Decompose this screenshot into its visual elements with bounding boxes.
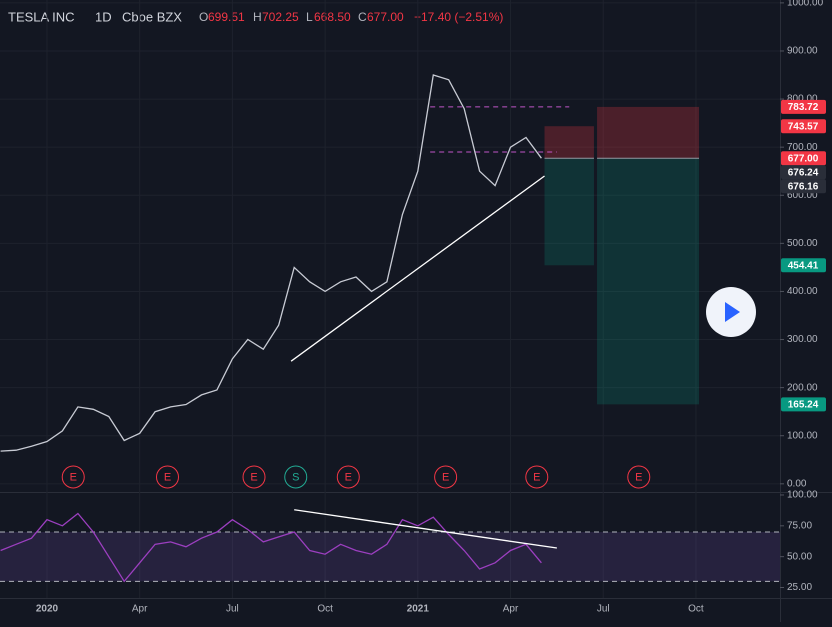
y-tick-label: 25.00	[787, 582, 812, 593]
price-label-bg	[781, 119, 826, 134]
y-tick-label: 900.00	[787, 46, 818, 57]
change: −17.40 (−2.51%)	[414, 10, 503, 24]
play-icon	[725, 302, 740, 322]
y-tick-label: 400.00	[787, 286, 818, 297]
ohlc-value: 677.00	[367, 10, 404, 24]
y-tick-label: 200.00	[787, 382, 818, 393]
event-label: E	[250, 471, 257, 483]
y-tick-label: 100.00	[787, 490, 818, 501]
event-marker	[284, 465, 308, 489]
y-tick-label: 1000.00	[787, 0, 824, 9]
x-tick-label: Jul	[597, 604, 610, 615]
target-zone	[544, 158, 594, 266]
event-label: E	[442, 471, 449, 483]
exchange: Cboe BZX	[122, 9, 182, 24]
y-tick-label: 300.00	[787, 334, 818, 345]
event-marker	[61, 465, 85, 489]
header: TESLA INC 1D Cboe BZX O 699.51 H 702.25 …	[8, 9, 503, 24]
x-tick-label: 2021	[407, 604, 430, 615]
ohlc-value: 668.50	[314, 10, 351, 24]
trend-line	[290, 175, 545, 362]
interval: 1D	[95, 9, 112, 24]
x-tick-label: 2020	[36, 604, 59, 615]
event-marker	[525, 465, 549, 489]
event-label: S	[292, 471, 299, 483]
event-marker	[242, 465, 266, 489]
event-label: E	[164, 471, 171, 483]
price-label-bg	[781, 397, 826, 412]
y-tick-label: 100.00	[787, 430, 818, 441]
plot: 0.00100.00200.00300.00400.00500.00600.00…	[0, 0, 826, 615]
y-tick-label: 700.00	[787, 142, 818, 153]
y-tick-label: 75.00	[787, 520, 812, 531]
stop-zone	[597, 106, 700, 159]
price-label: 676.16	[788, 181, 819, 192]
price-label: 454.41	[788, 260, 819, 271]
price-label-bg	[781, 99, 826, 114]
x-tick-label: Oct	[688, 604, 704, 615]
y-tick-label: 500.00	[787, 238, 818, 249]
price-label: 165.24	[788, 399, 819, 410]
x-tick-label: Apr	[132, 604, 148, 615]
event-label: E	[635, 471, 642, 483]
price-label: 677.00	[788, 153, 819, 164]
stop-zone	[544, 126, 594, 159]
x-tick-label: Apr	[503, 604, 519, 615]
trend-line	[294, 509, 557, 549]
ohlc-label: L	[306, 10, 313, 24]
ohlc-label: H	[253, 10, 262, 24]
event-marker	[434, 465, 458, 489]
event-marker	[336, 465, 360, 489]
y-tick-label: 800.00	[787, 94, 818, 105]
event-label: E	[533, 471, 540, 483]
x-tick-label: Oct	[317, 604, 333, 615]
price-label-bg	[781, 258, 826, 273]
price-label: 743.57	[788, 121, 819, 132]
series-line	[0, 512, 542, 583]
price-label-bg	[781, 179, 826, 194]
y-tick-label: 50.00	[787, 551, 812, 562]
price-label-bg	[781, 165, 826, 180]
event-label: E	[345, 471, 352, 483]
ohlc-label: O	[199, 10, 208, 24]
target-zone	[597, 158, 700, 405]
price-label: 676.24	[788, 167, 819, 178]
event-marker	[155, 465, 179, 489]
series-line	[0, 74, 542, 452]
price-label: 783.72	[788, 102, 819, 113]
price-label-bg	[781, 151, 826, 166]
ohlc-label: C	[358, 10, 367, 24]
ohlc-value: 702.25	[262, 10, 299, 24]
event-label: E	[70, 471, 77, 483]
event-marker	[627, 465, 651, 489]
ohlc-value: 699.51	[208, 10, 245, 24]
y-tick-label: 0.00	[787, 478, 807, 489]
x-tick-label: Jul	[226, 604, 239, 615]
y-tick-label: 600.00	[787, 190, 818, 201]
symbol: TESLA INC	[8, 9, 74, 24]
